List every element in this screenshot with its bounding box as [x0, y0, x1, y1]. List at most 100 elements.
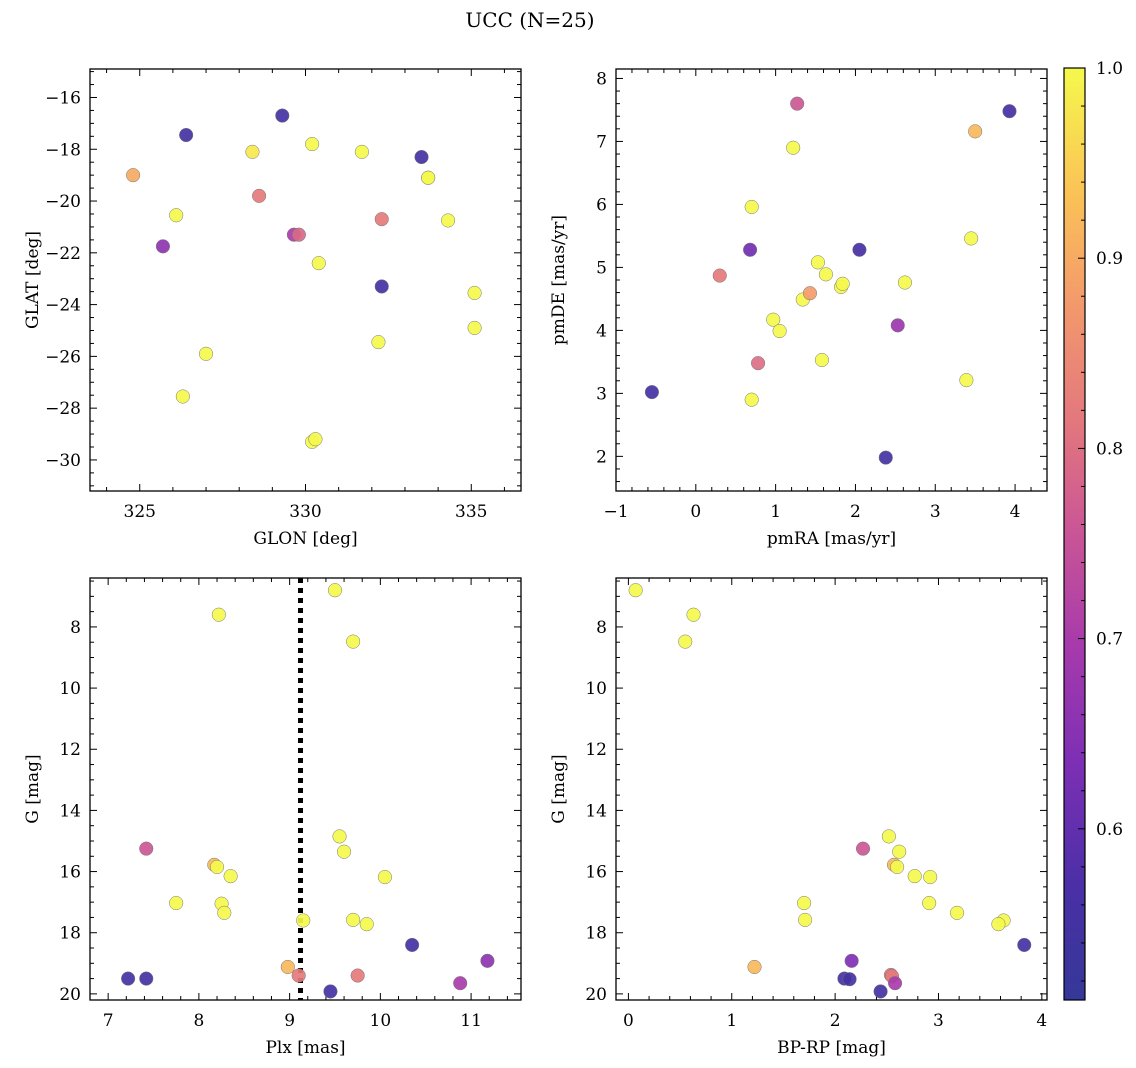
data-point: [744, 199, 759, 214]
colorbar-gradient: [1063, 67, 1086, 1001]
data-point: [121, 971, 136, 986]
data-point: [1017, 937, 1032, 953]
points-layer: [121, 583, 495, 999]
data-point: [453, 976, 468, 991]
data-point: [959, 373, 974, 388]
x-tick-label: 4: [1036, 1011, 1047, 1031]
data-point: [217, 905, 232, 920]
y-tick-label: 12: [59, 740, 81, 760]
data-point: [280, 959, 295, 975]
x-tick-label: 9: [284, 1011, 295, 1031]
data-point: [964, 231, 979, 246]
data-point: [907, 869, 922, 884]
panel-2: −1 0 1 2 3 4 2 3 4 5 6 7 8 pmRA [mas/yr] pmDE [mas/yr]: [549, 68, 1048, 549]
x-axis-label: pmRA [mas/yr]: [767, 529, 896, 549]
data-point: [346, 912, 361, 927]
x-axis-label: BP-RP [mag]: [777, 1038, 886, 1058]
y-tick-label: 10: [585, 679, 607, 699]
x-tick-label: 7: [103, 1011, 114, 1031]
data-point: [892, 844, 907, 859]
y-tick-label: −22: [45, 244, 81, 264]
y-tick-label: 14: [585, 801, 607, 821]
axes-frame: [615, 68, 1048, 492]
panel-3: 7 8 9 10 11 8 10 12 14 16 18 20 Plx [mas] G [mag]: [23, 577, 522, 1058]
data-point: [743, 242, 758, 257]
data-point: [305, 137, 320, 152]
data-point: [890, 318, 905, 333]
data-point: [377, 870, 392, 885]
x-tick-label: 10: [370, 1011, 392, 1031]
data-point: [772, 323, 787, 339]
data-point: [786, 140, 801, 155]
data-point: [323, 984, 338, 999]
y-tick-label: 20: [585, 985, 607, 1005]
data-point: [139, 841, 154, 856]
y-tick-label: −28: [45, 399, 81, 419]
data-point: [139, 971, 154, 986]
data-point: [441, 213, 456, 228]
y-axis-label: pmDE [mas/yr]: [549, 215, 569, 345]
y-tick-label: 8: [596, 69, 607, 89]
data-point: [818, 267, 833, 282]
y-tick-label: 7: [596, 132, 607, 152]
y-tick-label: 14: [59, 801, 81, 821]
y-tick-label: −30: [45, 451, 81, 471]
colorbar: 0.6 0.7 0.8 0.9 1.0: [1063, 59, 1123, 1001]
colorbar-tick-label: 1.0: [1096, 59, 1123, 79]
data-point: [211, 607, 226, 622]
data-point: [480, 953, 495, 968]
data-point: [1002, 104, 1017, 119]
data-point: [169, 208, 184, 223]
data-point: [712, 268, 727, 283]
data-point: [467, 285, 482, 300]
data-point: [350, 968, 365, 983]
y-tick-label: 6: [596, 195, 607, 215]
y-axis-label: GLAT [deg]: [23, 231, 43, 329]
x-tick-label: 1: [770, 502, 781, 522]
x-tick-label: 8: [193, 1011, 204, 1031]
x-tick-label: 3: [930, 502, 941, 522]
data-point: [835, 276, 850, 291]
data-point: [252, 188, 267, 203]
data-point: [155, 239, 170, 254]
y-tick-label: −26: [45, 347, 81, 367]
data-point: [950, 905, 965, 920]
y-tick-label: 8: [596, 618, 607, 638]
data-point: [169, 896, 184, 911]
data-point: [878, 450, 893, 465]
y-tick-label: −24: [45, 296, 81, 316]
data-point: [126, 168, 141, 183]
data-point: [359, 917, 374, 932]
data-point: [374, 279, 389, 294]
data-point: [766, 312, 781, 327]
y-tick-label: 20: [59, 985, 81, 1005]
y-axis-label: G [mag]: [23, 754, 43, 823]
data-point: [179, 127, 194, 143]
colorbar-tick-label: 0.8: [1096, 439, 1123, 459]
data-point: [405, 937, 420, 953]
panel-1: 325 330 335 −30 −28 −26 −24 −22 −20 −18 −16 GLON [d…: [23, 68, 522, 549]
data-point: [923, 870, 938, 885]
data-point: [798, 912, 813, 927]
data-point: [751, 356, 766, 371]
data-point: [644, 385, 659, 400]
data-point: [175, 389, 190, 404]
data-point: [686, 607, 701, 622]
data-point: [467, 320, 482, 335]
data-point: [890, 859, 905, 875]
y-tick-label: 4: [596, 321, 607, 341]
data-point: [291, 227, 306, 242]
y-tick-label: 16: [59, 863, 81, 883]
y-axis-label: G [mag]: [549, 754, 569, 823]
data-point: [308, 432, 323, 447]
x-tick-label: 325: [124, 502, 156, 522]
data-point: [678, 634, 693, 649]
y-tick-label: 2: [596, 447, 607, 467]
data-point: [311, 256, 326, 271]
y-tick-label: 18: [59, 924, 81, 944]
data-point: [744, 392, 759, 407]
data-point: [414, 149, 429, 165]
data-point: [897, 275, 912, 290]
